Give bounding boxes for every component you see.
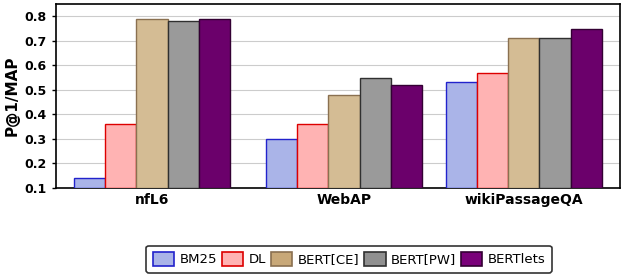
Bar [74,178,105,188]
Bar [328,95,359,188]
Bar [477,73,509,188]
Bar [570,29,602,188]
Bar [105,124,137,188]
Bar [540,38,570,188]
Bar [199,19,230,188]
Bar [266,139,297,188]
Bar [297,124,328,188]
Bar [137,19,168,188]
Bar [391,85,422,188]
Bar [446,83,477,188]
Bar [359,78,391,188]
Bar [168,21,199,188]
Legend: BM25, DL, BERT[CE], BERT[PW], BERTlets: BM25, DL, BERT[CE], BERT[PW], BERTlets [146,246,552,273]
Y-axis label: P@1/MAP: P@1/MAP [4,56,19,136]
Bar [509,38,540,188]
